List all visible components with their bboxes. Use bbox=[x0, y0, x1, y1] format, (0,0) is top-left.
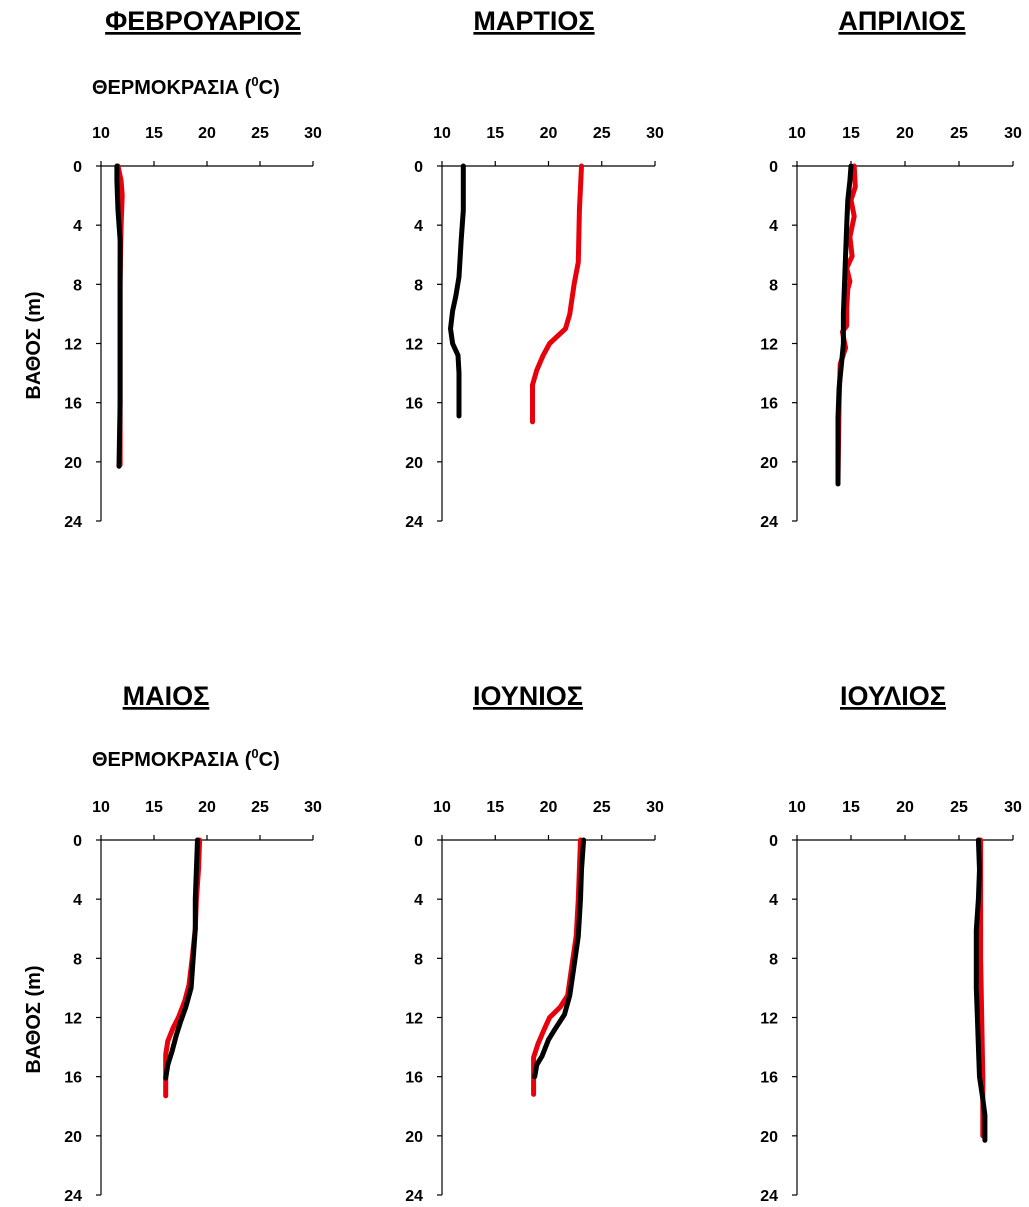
x-tick-label: 10 bbox=[92, 125, 110, 142]
x-axis-title: ΘΕΡΜΟΚΡΑΣΙΑ (0C) bbox=[92, 746, 280, 771]
y-tick-label: 16 bbox=[405, 1070, 423, 1087]
series-line bbox=[532, 837, 587, 1080]
x-tick-label: 25 bbox=[251, 125, 269, 142]
chart-panel: ΜΑΡΤΙΟΣ 10 15 20 25 30 0 4 8 12 16 20 24 bbox=[405, 6, 664, 531]
y-tick-label: 16 bbox=[405, 396, 423, 413]
x-tick-label: 30 bbox=[1004, 125, 1022, 142]
x-tick-label: 25 bbox=[251, 799, 269, 816]
y-tick-label: 16 bbox=[64, 1070, 82, 1087]
series-line bbox=[163, 837, 200, 1081]
x-tick-label: 30 bbox=[304, 125, 322, 142]
x-tick-label: 15 bbox=[145, 799, 163, 816]
series-line bbox=[448, 163, 466, 419]
y-tick-label: 8 bbox=[73, 277, 82, 294]
y-tick-label: 16 bbox=[760, 1070, 778, 1087]
y-tick-label: 16 bbox=[760, 396, 778, 413]
chart-panel: ΙΟΥΛΙΟΣ 10 15 20 25 30 0 4 8 12 16 20 24 bbox=[760, 681, 1022, 1205]
y-tick-label: 20 bbox=[405, 1129, 423, 1146]
x-tick-label: 25 bbox=[950, 799, 968, 816]
x-tick-label: 10 bbox=[788, 799, 806, 816]
chart-title: ΙΟΥΛΙΟΣ bbox=[840, 681, 946, 711]
x-tick-label: 20 bbox=[540, 799, 558, 816]
y-axis-title: ΒΑΘΟΣ (m) bbox=[23, 291, 45, 399]
x-tick-label: 10 bbox=[788, 125, 806, 142]
y-tick-label: 20 bbox=[760, 455, 778, 472]
y-tick-label: 8 bbox=[414, 951, 423, 968]
x-tick-label: 15 bbox=[842, 799, 860, 816]
x-axis-title: ΘΕΡΜΟΚΡΑΣΙΑ (0C) bbox=[92, 74, 280, 99]
x-tick-label: 25 bbox=[593, 125, 611, 142]
y-tick-label: 4 bbox=[73, 892, 82, 909]
x-tick-label: 20 bbox=[896, 799, 914, 816]
chart-title: ΑΠΡΙΛΙΟΣ bbox=[838, 6, 965, 36]
chart-panel: ΜΑΙΟΣ ΘΕΡΜΟΚΡΑΣΙΑ (0C) ΒΑΘΟΣ (m) 10 15 20 25 30… bbox=[23, 681, 322, 1205]
y-tick-label: 20 bbox=[405, 455, 423, 472]
y-tick-label: 12 bbox=[405, 1011, 423, 1028]
y-tick-label: 0 bbox=[769, 833, 778, 850]
y-tick-label: 16 bbox=[64, 396, 82, 413]
x-tick-label: 10 bbox=[433, 799, 451, 816]
y-tick-label: 20 bbox=[64, 455, 82, 472]
x-tick-label: 30 bbox=[646, 799, 664, 816]
series-line bbox=[835, 163, 854, 487]
y-tick-label: 4 bbox=[73, 218, 82, 235]
x-tick-label: 25 bbox=[593, 799, 611, 816]
y-tick-label: 12 bbox=[405, 337, 423, 354]
x-tick-label: 25 bbox=[950, 125, 968, 142]
x-tick-label: 20 bbox=[198, 125, 216, 142]
x-tick-label: 20 bbox=[896, 125, 914, 142]
y-tick-label: 0 bbox=[414, 159, 423, 176]
y-tick-label: 0 bbox=[414, 833, 423, 850]
y-tick-label: 12 bbox=[760, 1011, 778, 1028]
chart-panel: ΦΕΒΡΟΥΑΡΙΟΣ ΘΕΡΜΟΚΡΑΣΙΑ (0C) ΒΑΘΟΣ (m) 10 15… bbox=[23, 6, 322, 531]
x-tick-label: 20 bbox=[540, 125, 558, 142]
x-tick-label: 15 bbox=[842, 125, 860, 142]
y-tick-label: 8 bbox=[769, 277, 778, 294]
x-tick-label: 20 bbox=[198, 799, 216, 816]
chart-title: ΜΑΡΤΙΟΣ bbox=[473, 6, 594, 36]
chart-title: ΦΕΒΡΟΥΑΡΙΟΣ bbox=[105, 6, 301, 36]
y-tick-label: 4 bbox=[414, 218, 423, 235]
y-tick-label: 0 bbox=[73, 159, 82, 176]
x-tick-label: 15 bbox=[145, 125, 163, 142]
y-tick-label: 12 bbox=[760, 337, 778, 354]
y-tick-label: 4 bbox=[769, 218, 778, 235]
y-tick-label: 20 bbox=[760, 1129, 778, 1146]
y-tick-label: 20 bbox=[64, 1129, 82, 1146]
x-tick-label: 10 bbox=[92, 799, 110, 816]
chart-panel: ΙΟΥΝΙΟΣ 10 15 20 25 30 0 4 8 12 16 20 24 bbox=[405, 681, 664, 1205]
series-line bbox=[973, 837, 988, 1143]
y-tick-label: 24 bbox=[760, 1188, 778, 1205]
x-tick-label: 30 bbox=[304, 799, 322, 816]
y-axis-title: ΒΑΘΟΣ (m) bbox=[23, 965, 45, 1073]
y-tick-label: 4 bbox=[414, 892, 423, 909]
y-tick-label: 0 bbox=[769, 159, 778, 176]
y-tick-label: 8 bbox=[73, 951, 82, 968]
y-tick-label: 24 bbox=[405, 514, 423, 531]
y-tick-label: 12 bbox=[64, 337, 82, 354]
series-line bbox=[114, 163, 123, 469]
y-tick-label: 4 bbox=[769, 892, 778, 909]
y-tick-label: 24 bbox=[64, 514, 82, 531]
y-tick-label: 0 bbox=[73, 833, 82, 850]
series-line bbox=[530, 163, 584, 425]
chart-title: ΜΑΙΟΣ bbox=[123, 681, 210, 711]
y-tick-label: 24 bbox=[760, 514, 778, 531]
chart-panel: ΑΠΡΙΛΙΟΣ 10 15 20 25 30 0 4 8 12 16 20 24 bbox=[760, 6, 1022, 531]
y-tick-label: 8 bbox=[414, 277, 423, 294]
y-tick-label: 24 bbox=[64, 1188, 82, 1205]
x-tick-label: 30 bbox=[646, 125, 664, 142]
y-tick-label: 12 bbox=[64, 1011, 82, 1028]
x-tick-label: 30 bbox=[1004, 799, 1022, 816]
chart-title: ΙΟΥΝΙΟΣ bbox=[473, 681, 583, 711]
y-tick-label: 8 bbox=[769, 951, 778, 968]
x-tick-label: 15 bbox=[486, 799, 504, 816]
x-tick-label: 10 bbox=[433, 125, 451, 142]
y-tick-label: 24 bbox=[405, 1188, 423, 1205]
x-tick-label: 15 bbox=[486, 125, 504, 142]
